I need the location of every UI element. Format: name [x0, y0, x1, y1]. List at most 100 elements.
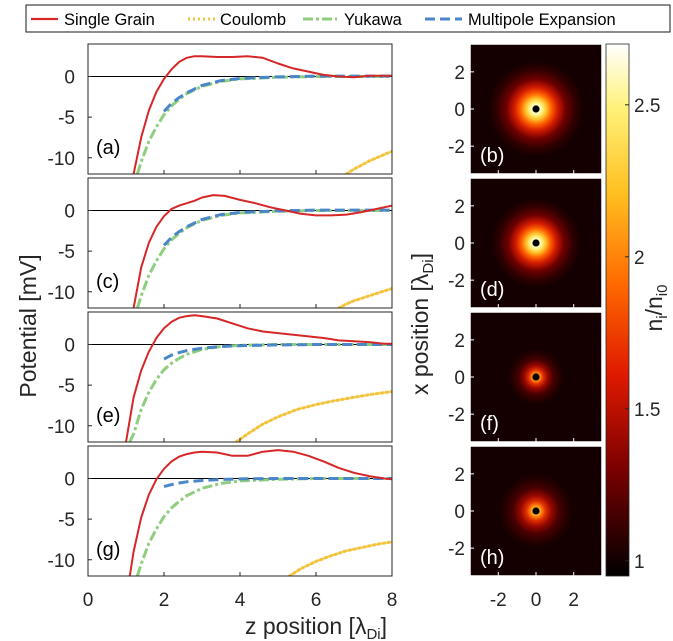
colorbar-tick-label: 1.5 [634, 400, 660, 421]
heatmap-frame [469, 43, 603, 175]
heatmap-frame [469, 311, 603, 443]
series-single-grain-line [132, 55, 392, 174]
legend-entry-multipole: Multipole Expansion [425, 11, 616, 29]
series-coulomb-line [344, 149, 392, 174]
heatmap-frame [469, 445, 603, 577]
y-tick-label: -5 [58, 510, 75, 531]
series-yukawa-line [135, 75, 392, 174]
y-tick-label: 0 [64, 202, 75, 223]
series-yukawa-line [128, 343, 392, 442]
series-yukawa-line [135, 209, 392, 308]
heatmap-y-tick-label: 2 [454, 63, 465, 84]
heatmap-panel-h: 2 0 -2 -2 0 2 (h) [448, 445, 603, 611]
series-coulomb-line [287, 540, 392, 576]
line-panel-e: 0 -5 -10 (e) [48, 311, 393, 443]
colorbar-label: ni/ni0 [641, 284, 671, 331]
heatmap-y-tick-label: -2 [448, 271, 465, 292]
x-tick-label: 0 [83, 590, 94, 611]
legend-entry-yukawa: Yukawa [303, 11, 403, 29]
heatmap-x-tick-label: -2 [490, 590, 507, 611]
series-group [128, 449, 392, 576]
lambda-symbol: λ [355, 613, 367, 639]
heatmap-panel-d: 2 0 -2 (d) [448, 177, 603, 309]
heatmap-x-tick-label: 0 [531, 590, 542, 611]
series-coulomb-line [234, 390, 392, 442]
lambda-subscript: Di [366, 626, 380, 641]
grain-marker [532, 373, 540, 381]
line-panels: 0 -5 -10 (a) 0 -5 -10 (c) 0 -5 -10 (e) 0 -5 -10 0 2 4 6 8 (g… [48, 43, 398, 611]
heatmap-y-axis-label: x position [λDi] [407, 253, 437, 395]
line-panel-g: 0 -5 -10 0 2 4 6 8 (g) [48, 445, 398, 611]
grain-marker [532, 239, 540, 247]
y-tick-label: -5 [58, 108, 75, 129]
heatmap-y-tick-label: 0 [454, 234, 465, 255]
panel-label: (e) [96, 405, 120, 427]
legend: Single Grain Coulomb Yukawa Multipole Ex… [25, 4, 671, 33]
heatmap-panel-label: (f) [480, 413, 499, 435]
heatmap-y-tick-label: 2 [454, 465, 465, 486]
line-panel-a: 0 -5 -10 (a) [48, 43, 393, 175]
series-coulomb-line [337, 287, 392, 308]
series-single-grain-line [125, 314, 392, 442]
y-tick-label: -10 [48, 283, 75, 304]
x-tick-label: 2 [159, 590, 170, 611]
series-multipole-expansion-line [163, 477, 392, 489]
legend-label-yukawa: Yukawa [344, 11, 403, 29]
colorbar-tick-label: 1 [634, 552, 645, 573]
grain-marker [532, 507, 540, 515]
heatmap-panels: 2 0 -2 (b) 2 0 -2 (d) 2 0 -2 (f) 2 0 -2 -2 0 2 (h) [448, 43, 603, 611]
line-panel-c: 0 -5 -10 (c) [48, 177, 393, 309]
heatmap-frame [469, 177, 603, 309]
y-axis-label: Potential [mV] [15, 254, 41, 397]
heatmap-panel-label: (d) [480, 279, 504, 301]
heatmap-panel-b: 2 0 -2 (b) [448, 43, 603, 175]
legend-label-coulomb: Coulomb [220, 11, 286, 29]
heatmap-panel-label: (h) [480, 547, 504, 569]
x-axis-label: z position [λDi] [245, 613, 387, 641]
legend-label-multipole: Multipole Expansion [468, 11, 616, 29]
plot-area [88, 178, 392, 308]
heatmap-y-tick-label: -2 [448, 137, 465, 158]
y-tick-label: -5 [58, 242, 75, 263]
y-tick-label: -5 [58, 376, 75, 397]
y-tick-label: 0 [64, 470, 75, 491]
grain-marker [532, 105, 540, 113]
colorbar-ticks: 2.5 2 1.5 1 [625, 96, 660, 573]
x-tick-label: 6 [311, 590, 322, 611]
y-tick-label: -10 [48, 551, 75, 572]
legend-entry-single-grain: Single Grain [31, 11, 155, 29]
heatmap-y-tick-label: -2 [448, 405, 465, 426]
series-group [132, 55, 392, 174]
panel-label: (a) [96, 137, 120, 159]
series-single-grain-line [132, 194, 392, 308]
heatmap-y-tick-label: -2 [448, 539, 465, 560]
legend-entry-coulomb: Coulomb [188, 11, 286, 29]
y-tick-label: 0 [64, 336, 75, 357]
y-tick-label: -10 [48, 149, 75, 170]
heatmap-y-tick-label: 2 [454, 197, 465, 218]
legend-label-single-grain: Single Grain [64, 11, 155, 29]
heatmap-y-tick-label: 0 [454, 502, 465, 523]
colorbar-gradient [605, 43, 630, 577]
heatmap-y-tick-label: 0 [454, 368, 465, 389]
plot-area [88, 44, 392, 174]
y-tick-label: -10 [48, 417, 75, 438]
colorbar-tick-label: 2.5 [634, 96, 660, 117]
colorbar-tick-label: 2 [634, 248, 645, 269]
colorbar: 2.5 2 1.5 1 ni/ni0 [605, 43, 671, 577]
panel-label: (c) [96, 271, 119, 293]
heatmap-panel-label: (b) [480, 145, 504, 167]
series-group [132, 194, 392, 308]
plot-area [88, 312, 392, 442]
panel-label: (g) [96, 539, 120, 561]
series-multipole-expansion-line [162, 208, 392, 247]
heatmap-y-tick-label: 2 [454, 331, 465, 352]
heatmap-panel-f: 2 0 -2 (f) [448, 311, 603, 443]
series-single-grain-line [128, 449, 392, 576]
series-multipole-expansion-line [163, 343, 392, 361]
x-tick-label: 8 [387, 590, 398, 611]
heatmap-x-tick-label: 2 [568, 590, 579, 611]
y-tick-label: 0 [64, 68, 75, 89]
heatmap-y-tick-label: 0 [454, 100, 465, 121]
